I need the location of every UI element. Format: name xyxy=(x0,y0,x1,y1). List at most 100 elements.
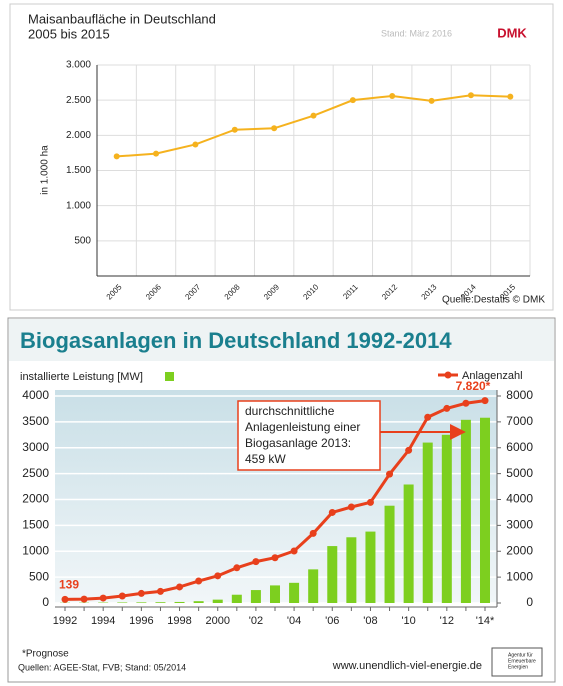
y-tick-label: 3.000 xyxy=(66,60,91,71)
chart-subtitle: 2005 bis 2015 xyxy=(28,26,110,41)
x-tick-label: 1996 xyxy=(129,615,153,627)
point xyxy=(271,125,278,132)
point xyxy=(481,397,489,405)
bar xyxy=(174,601,185,603)
bar xyxy=(212,599,223,603)
legend-dot xyxy=(444,371,452,379)
bar xyxy=(250,590,261,603)
bar xyxy=(403,484,414,603)
website: www.unendlich-viel-energie.de xyxy=(332,660,482,672)
y-tick-label: 1500 xyxy=(22,518,49,532)
point xyxy=(61,595,69,603)
annotation-text: durchschnittliche xyxy=(245,404,335,418)
bar xyxy=(327,546,338,603)
y2-tick-label: 2000 xyxy=(506,543,533,557)
y-tick-label: 2.000 xyxy=(66,130,91,141)
bar xyxy=(308,569,319,603)
point xyxy=(309,529,317,537)
point xyxy=(347,503,355,511)
bar xyxy=(155,602,166,603)
point xyxy=(156,587,164,595)
y2-tick-label: 7000 xyxy=(506,414,533,428)
y2-tick-label: 5000 xyxy=(506,466,533,480)
point xyxy=(349,97,356,104)
x-tick-label: '04 xyxy=(287,615,301,627)
annotation-text: 459 kW xyxy=(245,452,286,466)
x-tick-label: '12 xyxy=(440,615,454,627)
source: Quellen: AGEE-Stat, FVB; Stand: 05/2014 xyxy=(18,662,186,672)
panel-1 xyxy=(9,3,554,311)
point xyxy=(443,404,451,412)
point xyxy=(137,589,145,597)
point xyxy=(214,572,222,580)
point xyxy=(328,508,336,516)
logo-text: Erneuerbare xyxy=(508,658,536,664)
bar xyxy=(136,602,147,603)
y-tick-label: 2000 xyxy=(22,492,49,506)
point xyxy=(113,153,120,160)
bar xyxy=(422,442,433,603)
y-tick-label: 0 xyxy=(42,595,49,609)
point xyxy=(192,141,199,148)
point xyxy=(366,498,374,506)
x-tick-label: 1998 xyxy=(167,615,191,627)
point xyxy=(405,446,413,454)
point xyxy=(153,150,160,157)
point xyxy=(428,97,435,104)
annotation-text: Biogasanlage 2013: xyxy=(245,436,351,450)
y2-tick-label: 3000 xyxy=(506,518,533,532)
y-tick-label: 3500 xyxy=(22,414,49,428)
point xyxy=(389,92,396,99)
annotation-box xyxy=(237,400,381,471)
x-tick-label: 2000 xyxy=(205,615,229,627)
y-tick-label: 2500 xyxy=(22,466,49,480)
data-label: 139 xyxy=(59,578,79,592)
bar xyxy=(231,594,242,603)
logo-box xyxy=(491,647,543,677)
legend-swatch xyxy=(165,372,174,381)
point xyxy=(233,564,241,572)
y-tick-label: 500 xyxy=(29,569,49,583)
point xyxy=(118,592,126,600)
y-axis-label: in 1.000 ha xyxy=(40,145,51,195)
x-tick-label: 1992 xyxy=(53,615,77,627)
y2-tick-label: 4000 xyxy=(506,492,533,506)
x-tick-label: '02 xyxy=(249,615,263,627)
bar xyxy=(289,582,300,603)
y-tick-label: 1000 xyxy=(22,543,49,557)
point xyxy=(252,558,260,566)
data-label: 7.820* xyxy=(456,379,491,393)
note: Stand: März 2016 xyxy=(381,28,452,38)
y-tick-label: 1.000 xyxy=(66,200,91,211)
x-tick-label: '14* xyxy=(476,615,495,627)
y2-tick-label: 8000 xyxy=(506,388,533,402)
point xyxy=(290,547,298,555)
chart-title: Maisanbaufläche in Deutschland xyxy=(28,11,216,26)
y2-tick-label: 6000 xyxy=(506,440,533,454)
y2-tick-label: 0 xyxy=(526,595,533,609)
point xyxy=(271,554,279,562)
bar xyxy=(193,601,204,603)
point xyxy=(195,577,203,585)
point xyxy=(80,595,88,603)
bar xyxy=(365,531,376,603)
point xyxy=(507,93,514,100)
bar xyxy=(270,585,280,603)
point xyxy=(462,399,470,407)
point xyxy=(176,583,184,591)
bar xyxy=(460,419,471,603)
x-tick-label: '06 xyxy=(325,615,339,627)
y-tick-label: 2.500 xyxy=(66,95,91,106)
title-band xyxy=(9,319,554,361)
bar xyxy=(346,537,357,603)
x-tick-label: '08 xyxy=(363,615,377,627)
y-tick-label: 500 xyxy=(74,235,91,246)
point xyxy=(386,470,394,478)
y-tick-label: 4000 xyxy=(22,388,49,402)
x-tick-label: 1994 xyxy=(91,615,115,627)
bar xyxy=(117,602,128,603)
point xyxy=(231,126,238,133)
source: Quelle:Destatis © DMK xyxy=(442,295,545,306)
chart-title: Biogasanlagen in Deutschland 1992-2014 xyxy=(20,328,452,353)
point xyxy=(310,112,317,119)
